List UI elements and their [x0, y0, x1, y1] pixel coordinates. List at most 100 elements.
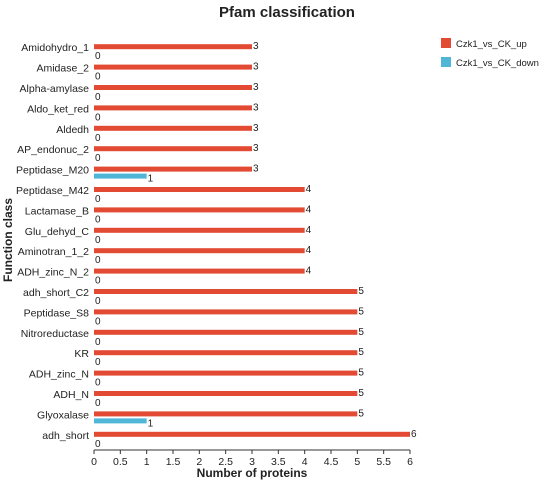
bar-up-Peptidase_S8 [94, 309, 358, 315]
y-tick-label-Peptidase_M20: Peptidase_M20 [16, 165, 89, 177]
data-label-down-ADH_N: 0 [95, 398, 101, 409]
bar-up-AP_endonuc_2 [94, 146, 252, 152]
data-label-down-Alpha-amylase: 0 [95, 92, 101, 103]
y-tick-label-Amidase_2: Amidase_2 [36, 63, 89, 75]
y-tick-label-Aldo_ket_red: Aldo_ket_red [27, 103, 89, 115]
y-tick-label-Nitroreductase: Nitroreductase [21, 328, 89, 340]
data-label-up-ADH_zinc_N: 5 [358, 368, 364, 379]
data-label-up-ADH_zinc_N_2: 4 [306, 266, 312, 277]
bar-up-adh_short_C2 [94, 289, 358, 294]
data-label-up-AP_endonuc_2: 3 [253, 143, 259, 154]
data-label-up-adh_short_C2: 5 [358, 286, 364, 297]
y-tick-label-Aldedh: Aldedh [56, 124, 89, 136]
x-axis-title: Number of proteins [197, 466, 308, 480]
y-tick-label-AP_endonuc_2: AP_endonuc_2 [17, 144, 89, 156]
bar-up-Peptidase_M42 [94, 187, 305, 192]
data-label-down-Nitroreductase: 0 [95, 337, 101, 348]
data-label-down-Peptidase_M20: 1 [148, 174, 154, 185]
x-tick-label-1: 0.5 [113, 456, 128, 468]
x-axis: 0 0.5 1 1.5 2 2.5 3 3.5 4 4.5 5 5.5 6 [91, 449, 413, 468]
data-label-up-Peptidase_S8: 5 [358, 306, 364, 317]
data-label-up-KR: 5 [358, 347, 364, 358]
y-tick-label-Peptidase_M42: Peptidase_M42 [16, 185, 89, 197]
chart-title: Pfam classification [219, 4, 355, 21]
data-label-down-adh_short: 0 [95, 439, 101, 450]
bar-up-Nitroreductase [94, 329, 358, 335]
y-tick-label-ADH_zinc_N: ADH_zinc_N [29, 369, 89, 381]
x-tick-label-8: 4 [302, 456, 308, 468]
bar-up-ADH_zinc_N_2 [94, 268, 305, 274]
bar-up-Peptidase_M20 [94, 166, 252, 172]
data-label-up-Aldedh: 3 [253, 123, 259, 134]
legend-swatch-Czk1_vs_CK_up [441, 38, 451, 48]
data-label-down-Peptidase_M42: 0 [95, 194, 101, 205]
bar-up-Glu_dehyd_C [94, 227, 305, 233]
data-label-up-Nitroreductase: 5 [358, 327, 364, 338]
data-label-up-Lactamase_B: 4 [306, 204, 312, 215]
y-axis-title: Function class [1, 198, 15, 282]
data-label-down-Aminotran_1_2: 0 [95, 255, 101, 266]
x-tick-label-2: 1 [144, 456, 150, 468]
data-label-up-Aminotran_1_2: 4 [306, 245, 312, 256]
y-tick-label-Lactamase_B: Lactamase_B [25, 205, 89, 217]
data-label-down-Glu_dehyd_C: 0 [95, 235, 101, 246]
y-tick-label-adh_short: adh_short [42, 430, 89, 442]
data-label-up-Amidohydro_1: 3 [253, 41, 259, 52]
data-label-down-Amidohydro_1: 0 [95, 51, 101, 62]
y-tick-label-Glu_dehyd_C: Glu_dehyd_C [25, 226, 90, 238]
data-label-down-ADH_zinc_N: 0 [95, 378, 101, 389]
data-label-down-ADH_zinc_N_2: 0 [95, 276, 101, 287]
bars-layer: 3 0 3 0 3 0 3 0 3 0 3 0 3 1 4 0 4 0 4 0 4 0 4 0 5 0 5 0 5 0 5 0 5 0 5 0 5 1 6 0 [94, 41, 417, 450]
x-tick-label-5: 2.5 [218, 456, 233, 468]
bar-up-Glyoxalase [94, 411, 358, 417]
y-tick-label-adh_short_C2: adh_short_C2 [23, 287, 89, 299]
bar-down-Glyoxalase [94, 418, 147, 424]
data-label-down-Glyoxalase: 1 [148, 418, 154, 429]
data-label-down-adh_short_C2: 0 [95, 296, 101, 307]
bar-up-ADH_N [94, 391, 358, 396]
bar-up-Alpha-amylase [94, 85, 252, 90]
bar-up-Lactamase_B [94, 207, 305, 213]
data-label-up-Peptidase_M42: 4 [306, 184, 312, 195]
x-tick-label-0: 0 [91, 456, 97, 468]
x-tick-label-12: 6 [407, 456, 413, 468]
x-tick-label-4: 2 [196, 456, 202, 468]
bar-up-Amidohydro_1 [94, 44, 252, 50]
x-tick-label-10: 5 [354, 456, 360, 468]
x-tick-label-7: 3.5 [271, 456, 286, 468]
y-tick-label-ADH_N: ADH_N [53, 389, 89, 401]
x-tick-label-9: 4.5 [324, 456, 339, 468]
bar-up-ADH_zinc_N [94, 370, 358, 376]
data-label-up-Glu_dehyd_C: 4 [306, 225, 312, 236]
y-axis-tick-labels: Amidohydro_1 Amidase_2 Alpha-amylase Aldo_k… [16, 42, 89, 442]
legend-label-Czk1_vs_CK_down: Czk1_vs_CK_down [456, 58, 539, 69]
data-label-up-Amidase_2: 3 [253, 62, 259, 73]
y-tick-label-ADH_zinc_N_2: ADH_zinc_N_2 [17, 267, 89, 279]
data-label-up-Alpha-amylase: 3 [253, 82, 259, 93]
x-tick-label-3: 1.5 [166, 456, 181, 468]
bar-up-Aldo_ket_red [94, 105, 252, 111]
data-label-down-Aldo_ket_red: 0 [95, 112, 101, 123]
bar-up-Amidase_2 [94, 64, 252, 70]
y-tick-label-Peptidase_S8: Peptidase_S8 [24, 307, 90, 319]
data-label-up-Glyoxalase: 5 [358, 408, 364, 419]
legend-swatch-Czk1_vs_CK_down [441, 57, 451, 67]
data-label-down-AP_endonuc_2: 0 [95, 153, 101, 164]
data-label-down-Amidase_2: 0 [95, 72, 101, 83]
bar-up-KR [94, 350, 358, 356]
data-label-down-KR: 0 [95, 357, 101, 368]
bar-down-Peptidase_M20 [94, 173, 147, 179]
y-tick-label-Amidohydro_1: Amidohydro_1 [21, 42, 89, 54]
data-label-down-Lactamase_B: 0 [95, 214, 101, 225]
data-label-up-ADH_N: 5 [358, 388, 364, 399]
data-label-down-Aldedh: 0 [95, 133, 101, 144]
bar-up-adh_short [94, 431, 410, 437]
data-label-up-Peptidase_M20: 3 [253, 164, 259, 175]
bar-up-Aldedh [94, 125, 252, 131]
bar-up-Aminotran_1_2 [94, 248, 305, 254]
legend-label-Czk1_vs_CK_up: Czk1_vs_CK_up [456, 39, 527, 50]
x-tick-label-11: 5.5 [376, 456, 391, 468]
y-tick-label-KR: KR [74, 348, 89, 360]
data-label-up-adh_short: 6 [411, 429, 417, 440]
